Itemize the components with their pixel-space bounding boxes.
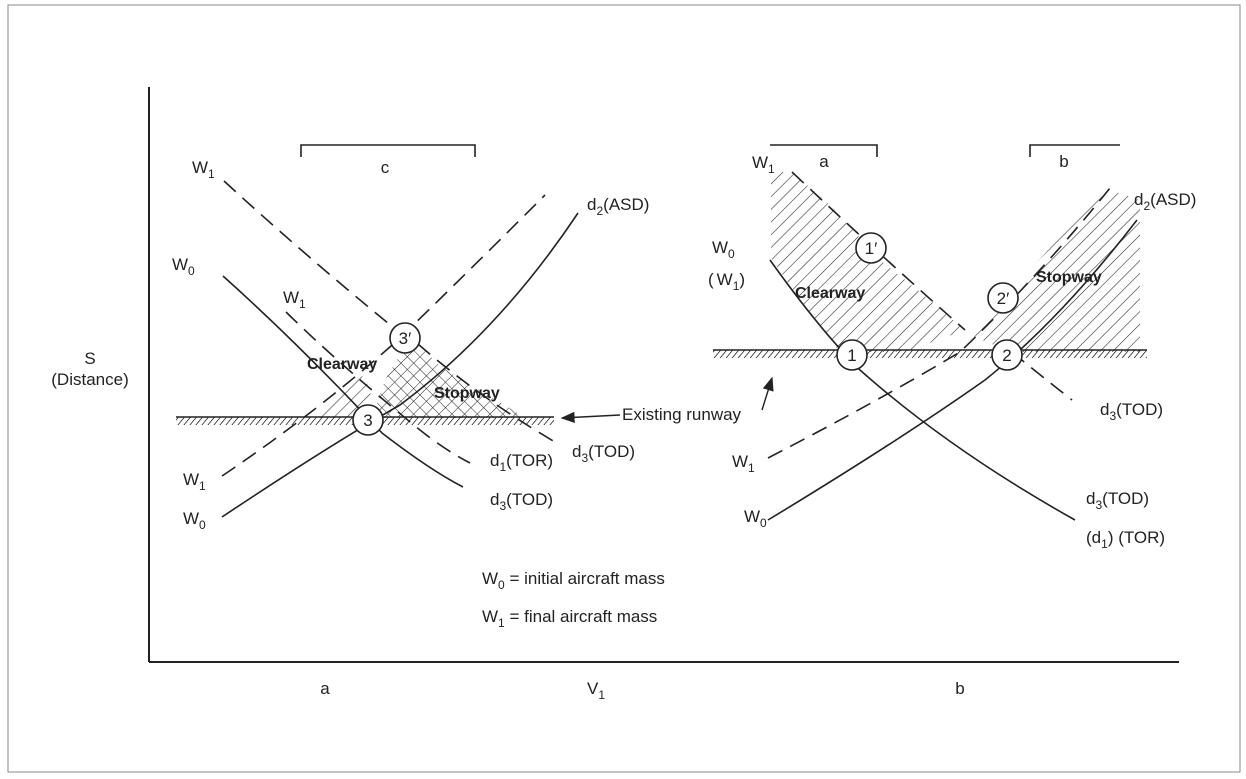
point-1 (836, 339, 868, 371)
label-w0-bottom-right: W0 (744, 507, 767, 530)
bracket-c (300, 144, 476, 157)
label-stopway-left: Stopway (434, 385, 500, 402)
point-3-prime-label: 3′ (399, 329, 412, 348)
label-d1-tor: d1(TOR) (490, 451, 553, 474)
label-d3-tod-dashed: d3(TOD) (572, 442, 635, 465)
label-d3-tod-dashed-right: d3(TOD) (1100, 400, 1163, 423)
label-existing-runway: Existing runway (622, 405, 742, 424)
point-1-label: 1 (847, 346, 856, 365)
point-3-prime (389, 322, 421, 354)
diagram-frame (7, 4, 1241, 773)
runway-arrow-right (761, 376, 774, 411)
point-2 (991, 339, 1023, 371)
label-d3-tod-solid-right: d3(TOD) (1086, 489, 1149, 512)
bracket-b (1029, 144, 1120, 157)
point-2-prime-label: 2′ (997, 289, 1010, 308)
legend-w0: W0 = initial aircraft mass (482, 569, 665, 592)
bracket-c-label: c (381, 158, 390, 177)
label-clearway-right: Clearway (795, 285, 865, 302)
point-3 (352, 404, 384, 436)
point-2-prime (987, 282, 1019, 314)
label-w0: W0 (172, 255, 195, 278)
curve-w1-mid (285, 311, 471, 464)
label-d2-asd: d2(ASD) (587, 195, 649, 218)
left-panel: c 3′ 3 W1 W0 W1 W1 W0 d2(ASD) d1(TOR) d3… (172, 144, 774, 532)
curve-tod-dashed (417, 343, 556, 443)
right-panel: a b 1′ 2′ 1 2 W1 W0 (W1) W1 W0 d2(ASD) d… (708, 144, 1196, 551)
label-w0-bottom: W0 (183, 509, 206, 532)
x-tick-a: a (320, 679, 330, 698)
label-d2-asd-right: d2(ASD) (1134, 190, 1196, 213)
axes: S (Distance) a V1 b (51, 87, 1179, 702)
curve-w1-top (223, 180, 406, 338)
runway-arrow (560, 411, 621, 423)
bracket-b-label: b (1059, 152, 1068, 171)
curve-w1-top-right (791, 171, 966, 331)
y-axis-label-s: S (84, 349, 95, 368)
legend: W0 = initial aircraft mass W1 = final ai… (482, 569, 665, 630)
label-w1-bottom-right: W1 (732, 452, 755, 475)
stopway-area-right (972, 190, 1140, 352)
label-w1-top: W1 (192, 158, 215, 181)
label-w1-bottom: W1 (183, 470, 206, 493)
label-stopway-right: Stopway (1036, 269, 1102, 286)
label-clearway-left: Clearway (307, 356, 377, 373)
label-w1-top-right: W1 (752, 153, 775, 176)
x-axis-label-v1: V1 (587, 679, 605, 702)
label-w0-right: W0 (712, 238, 735, 261)
stopway-area (372, 344, 525, 418)
runway-right (713, 350, 1147, 358)
point-3-label: 3 (363, 411, 372, 430)
bracket-a-label: a (819, 152, 829, 171)
curve-w0-bottom-asd (221, 212, 579, 518)
curve-w0-bottom-right (767, 219, 1138, 521)
label-w1-mid: W1 (283, 288, 306, 311)
bracket-a (770, 144, 878, 157)
x-tick-b: b (955, 679, 964, 698)
legend-w1: W1 = final aircraft mass (482, 607, 657, 630)
label-w1-paren-right: (W1) (708, 270, 745, 293)
label-d3-tod-solid: d3(TOD) (490, 490, 553, 513)
y-axis-label-distance: (Distance) (51, 370, 128, 389)
point-1-prime-label: 1′ (865, 239, 878, 258)
point-2-label: 2 (1002, 346, 1011, 365)
label-d1-tor-right: (d1) (TOR) (1086, 528, 1165, 551)
curve-w0-right (769, 259, 1076, 521)
point-1-prime (855, 232, 887, 264)
